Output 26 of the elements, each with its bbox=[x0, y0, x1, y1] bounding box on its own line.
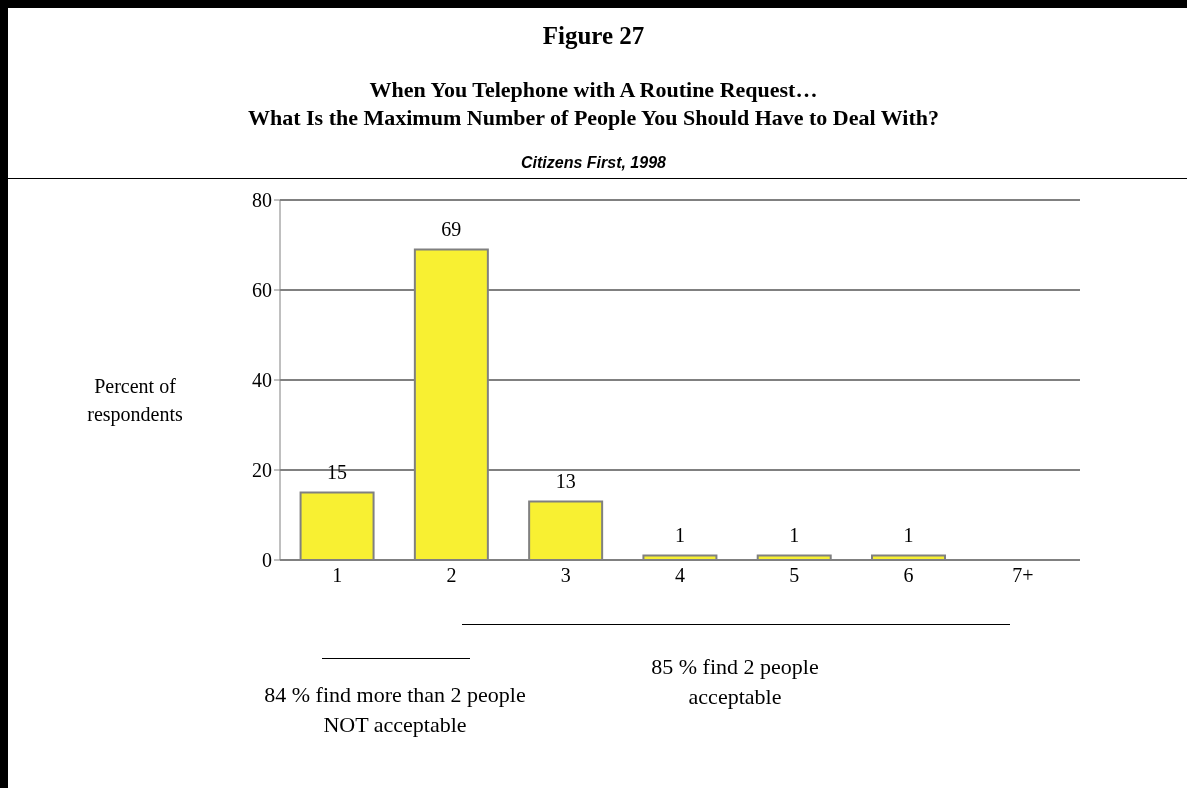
y-tick-label: 80 bbox=[252, 189, 272, 212]
x-tick-label: 7+ bbox=[1012, 564, 1034, 587]
data-label: 15 bbox=[327, 460, 348, 483]
y-axis-title: Percent of respondents bbox=[86, 374, 184, 428]
x-tick-label: 6 bbox=[903, 564, 914, 587]
x-tick-label: 3 bbox=[560, 564, 571, 587]
data-label: 1 bbox=[903, 523, 914, 546]
text: 85 % find 2 people acceptable bbox=[650, 653, 820, 711]
x-tick-label: 2 bbox=[446, 564, 457, 587]
x-tick-label: 1 bbox=[332, 564, 343, 587]
data-label: 1 bbox=[789, 523, 800, 546]
y-tick-label: 20 bbox=[252, 459, 272, 482]
bar bbox=[299, 491, 375, 560]
data-label: 1 bbox=[674, 523, 685, 546]
chart-subtitle: When You Telephone with A Routine Request… What Is the Maximum Number of People You Should Have to Deal With? bbox=[247, 76, 940, 132]
bar bbox=[528, 500, 604, 560]
y-tick-label: 60 bbox=[252, 279, 272, 302]
text: 84 % find more than 2 people NOT acceptable bbox=[263, 681, 527, 739]
x-tick-label: 4 bbox=[675, 564, 685, 587]
x-tick-label: 5 bbox=[789, 564, 800, 587]
y-tick-label: 0 bbox=[262, 549, 272, 572]
y-tick-label: 40 bbox=[252, 369, 272, 392]
data-label: 69 bbox=[441, 217, 462, 240]
text: Citizens First, 1998 bbox=[520, 154, 667, 172]
data-label: 13 bbox=[555, 469, 576, 492]
chart-title: Figure 27 bbox=[541, 22, 646, 50]
